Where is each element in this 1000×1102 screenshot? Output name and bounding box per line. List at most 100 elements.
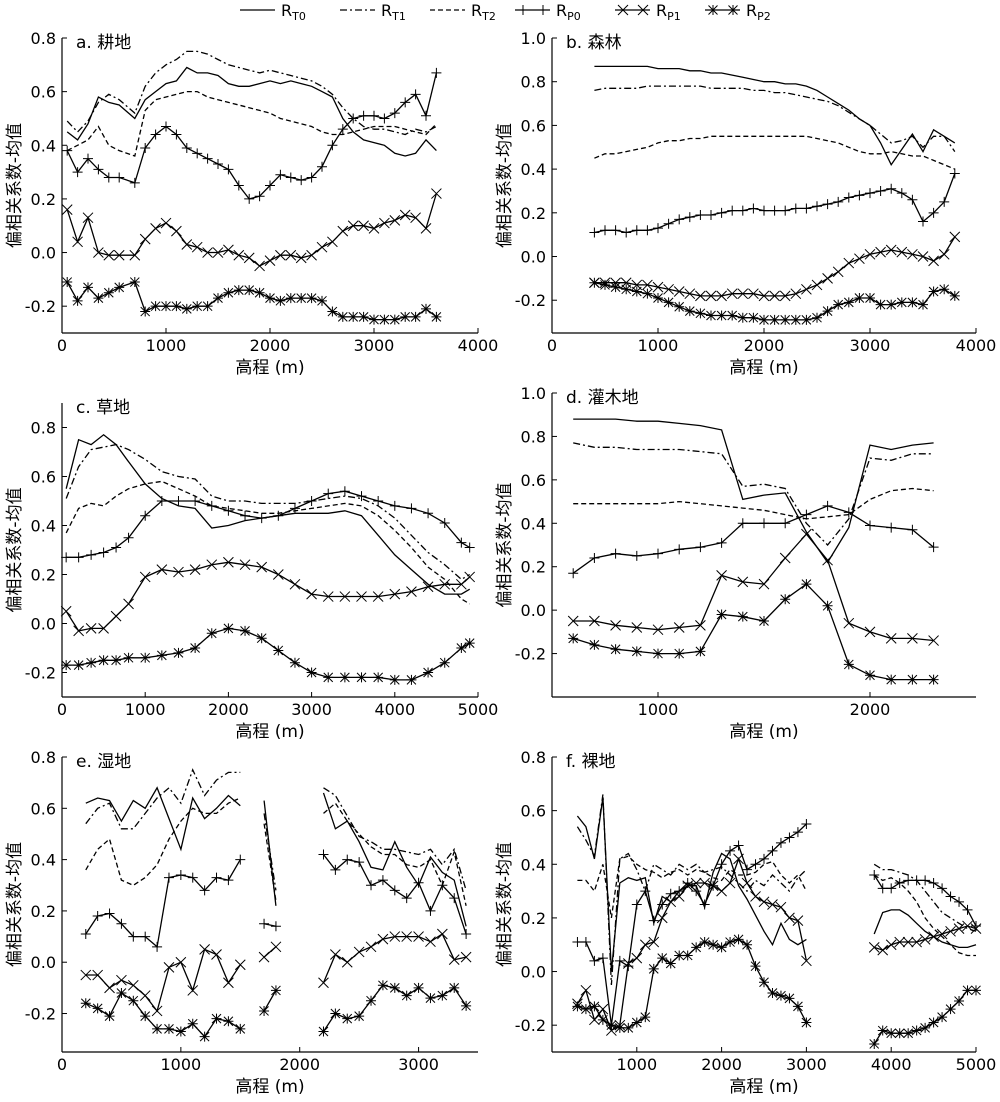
panels: -0.2 0.0 0.2 0.4 0.6 0.8 0 1000 2000 3000 4000 a. 耕… bbox=[5, 29, 996, 1097]
legend-label-rp1: RP1 bbox=[656, 1, 681, 23]
data-point-rp1 bbox=[962, 920, 973, 932]
data-point-rp1 bbox=[811, 279, 823, 291]
data-point-rp2 bbox=[716, 609, 727, 620]
series-line-rt0 bbox=[85, 786, 241, 852]
series-line-rt1 bbox=[66, 50, 437, 136]
data-point-rp1 bbox=[199, 944, 210, 955]
data-point-rp2 bbox=[653, 293, 663, 304]
x-tick-label: 1000 bbox=[616, 1055, 657, 1074]
data-point-rp0 bbox=[235, 854, 246, 865]
data-point-rp1 bbox=[365, 941, 377, 953]
data-point-rp2 bbox=[152, 1023, 163, 1034]
x-axis-label: 高程 (m) bbox=[235, 358, 304, 378]
data-point-rp0 bbox=[140, 931, 151, 942]
data-point-rp0 bbox=[449, 893, 460, 904]
data-point-rp2 bbox=[431, 311, 442, 322]
y-axis-label: 偏相关系数-均值 bbox=[495, 842, 515, 967]
data-point-rp1 bbox=[885, 939, 897, 951]
data-point-rp2 bbox=[865, 293, 875, 304]
series-line-rt2 bbox=[66, 90, 437, 157]
x-tick-label: 4000 bbox=[458, 336, 499, 355]
data-point-rp0 bbox=[780, 205, 791, 216]
data-point-rp1 bbox=[779, 290, 791, 302]
data-point-rp2 bbox=[653, 648, 663, 659]
series-line-rp1 bbox=[322, 933, 467, 983]
data-point-rp0 bbox=[233, 180, 244, 191]
data-point-rp0 bbox=[907, 524, 918, 535]
data-point-rp0 bbox=[213, 159, 223, 170]
data-point-rp0 bbox=[437, 880, 448, 891]
data-point-rp0 bbox=[716, 859, 727, 870]
data-point-rp2 bbox=[223, 623, 234, 634]
data-point-rp1 bbox=[150, 223, 161, 234]
data-point-rp1 bbox=[212, 247, 224, 258]
y-axis-label: 偏相关系数-均值 bbox=[5, 123, 25, 248]
data-point-rp2 bbox=[725, 937, 736, 948]
data-point-rp2 bbox=[737, 312, 748, 323]
series-line-rp2 bbox=[85, 992, 241, 1038]
series-rp1 bbox=[589, 231, 961, 302]
data-point-rp1 bbox=[832, 266, 844, 278]
data-point-rp0 bbox=[423, 508, 434, 519]
data-point-rp1 bbox=[779, 552, 791, 564]
data-point-rp2 bbox=[928, 286, 939, 297]
series-line-rt1 bbox=[576, 794, 807, 986]
y-tick-label: -0.2 bbox=[25, 664, 56, 683]
data-point-rp0 bbox=[621, 227, 632, 238]
data-point-rp2 bbox=[623, 1022, 634, 1033]
series-line-rt0 bbox=[594, 65, 956, 166]
data-point-rp2 bbox=[129, 277, 140, 288]
data-point-rp2 bbox=[843, 659, 854, 670]
y-tick-label: 0.8 bbox=[31, 419, 56, 438]
series-line-rt1 bbox=[85, 768, 241, 830]
data-point-rp1 bbox=[425, 936, 436, 948]
data-point-rp0 bbox=[111, 542, 122, 553]
panel-title: f. 裸地 bbox=[566, 752, 616, 772]
data-point-rp2 bbox=[233, 285, 244, 296]
data-point-rp0 bbox=[161, 121, 171, 132]
data-point-rp1 bbox=[567, 615, 579, 627]
data-point-rp0 bbox=[348, 113, 359, 124]
data-point-rp0 bbox=[330, 864, 341, 875]
data-point-rp1 bbox=[622, 958, 634, 969]
data-point-rp1 bbox=[716, 570, 727, 581]
data-point-rp0 bbox=[175, 870, 186, 880]
chart-panel-2: -0.2 0.0 0.2 0.4 0.6 0.8 1.0 0 1000 2000 3000 4000 b… bbox=[495, 29, 996, 378]
data-point-rp2 bbox=[896, 297, 907, 308]
data-point-rp1 bbox=[85, 623, 97, 634]
data-point-rp0 bbox=[631, 225, 642, 236]
y-tick-label: 0.6 bbox=[521, 471, 546, 490]
data-point-rp2 bbox=[695, 308, 706, 319]
y-tick-label: 0.0 bbox=[521, 248, 546, 267]
data-point-rp2 bbox=[869, 1038, 880, 1049]
y-tick-label: 0.2 bbox=[521, 558, 546, 577]
series-rp1 bbox=[60, 556, 476, 637]
data-point-rp1 bbox=[175, 956, 187, 968]
series-line-rt2 bbox=[263, 823, 277, 901]
y-tick-label: -0.2 bbox=[515, 1016, 546, 1035]
data-point-rp1 bbox=[139, 233, 151, 245]
data-point-rp0 bbox=[163, 872, 174, 883]
data-point-rp1 bbox=[949, 231, 961, 243]
data-point-rp0 bbox=[202, 153, 213, 164]
data-point-rp2 bbox=[254, 287, 265, 298]
data-point-rp2 bbox=[327, 306, 338, 317]
x-axis-label: 高程 (m) bbox=[235, 722, 304, 742]
data-point-rp1 bbox=[464, 571, 476, 583]
data-point-rp2 bbox=[954, 996, 965, 1007]
data-point-rp2 bbox=[640, 1012, 651, 1023]
x-tick-label: 2000 bbox=[850, 700, 891, 719]
data-point-rp1 bbox=[784, 912, 795, 924]
data-point-rp1 bbox=[327, 236, 338, 248]
data-point-rp2 bbox=[775, 990, 786, 1001]
series-line-rp1 bbox=[85, 948, 241, 1013]
data-point-rp2 bbox=[330, 1008, 341, 1019]
data-point-rp2 bbox=[339, 672, 350, 683]
data-point-rp1 bbox=[377, 933, 389, 945]
data-point-rp1 bbox=[928, 255, 939, 267]
data-point-rp0 bbox=[843, 507, 854, 518]
data-point-rp2 bbox=[790, 314, 801, 325]
series-rt2 bbox=[66, 90, 437, 157]
x-axis-label: 高程 (m) bbox=[729, 722, 798, 742]
